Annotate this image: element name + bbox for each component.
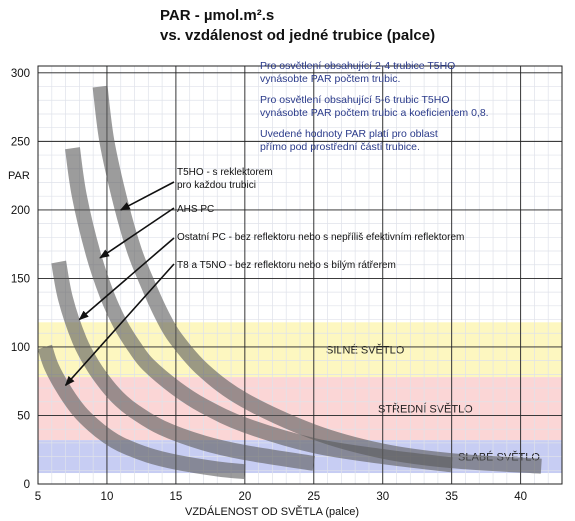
- note-line-4: vynásobte PAR počtem trubic a koeficient…: [260, 107, 489, 119]
- chart-subtitle: vs. vzdálenost od jedné trubice (palce): [160, 27, 435, 44]
- plot-frame: [37, 65, 563, 485]
- x-axis-label: VZDÁLENOST OD SVĚTLA (palce): [185, 505, 359, 518]
- annotation-arrow: [78, 237, 175, 321]
- x-tick-label: 40: [514, 491, 527, 503]
- x-tick-label: 35: [445, 491, 458, 503]
- note-line-1: Pro osvětlení obsahující 2-4 trubice T5H…: [260, 60, 455, 72]
- y-tick-label: 50: [17, 410, 30, 422]
- light-zone-label: STŘEDNÍ SVĚTLO: [378, 403, 473, 416]
- chart-title: PAR - µmol.m².s: [160, 7, 274, 24]
- note-line-2: vynásobte PAR počtem trubic.: [260, 73, 400, 85]
- y-tick-label: 300: [11, 68, 30, 80]
- x-tick-label: 20: [238, 491, 251, 503]
- y-tick-label: 100: [11, 342, 30, 354]
- annotation-arrow: [119, 181, 175, 211]
- note-line-6: přímo pod prostřední částí trubice.: [260, 141, 420, 153]
- x-tick-label: 10: [101, 491, 114, 503]
- x-tick-label: 15: [169, 491, 182, 503]
- series-line-4: [37, 344, 246, 480]
- y-axis-label: PAR: [8, 170, 30, 182]
- note-line-5: Uvedené hodnoty PAR platí pro oblast: [260, 128, 438, 140]
- y-tick-label: 200: [11, 205, 30, 217]
- series-line-2: [65, 147, 453, 473]
- annotation-label: Ostatní PC - bez reflektoru nebo s nepří…: [177, 232, 464, 243]
- annotation-arrow: [99, 207, 175, 259]
- y-tick-label: 250: [11, 136, 30, 148]
- annotation-label: T8 a T5NO - bez reflektoru nebo s bílým …: [177, 260, 396, 271]
- annotation-label: AHS PC: [177, 204, 214, 215]
- annotation-arrow: [64, 263, 175, 387]
- light-zone-label: SILNÉ SVĚTLO: [326, 344, 405, 357]
- note-line-3: Pro osvětlení obsahující 5-6 trubic T5HO: [260, 94, 449, 106]
- x-tick-label: 25: [307, 491, 320, 503]
- y-tick-label: 150: [11, 273, 30, 285]
- series-line-3: [51, 260, 315, 471]
- y-tick-label: 0: [24, 479, 30, 491]
- annotation-label: T5HO - s reklektorem: [177, 167, 273, 178]
- annotation-label: pro každou trubici: [177, 180, 256, 191]
- x-tick-label: 5: [35, 491, 41, 503]
- x-tick-label: 30: [376, 491, 389, 503]
